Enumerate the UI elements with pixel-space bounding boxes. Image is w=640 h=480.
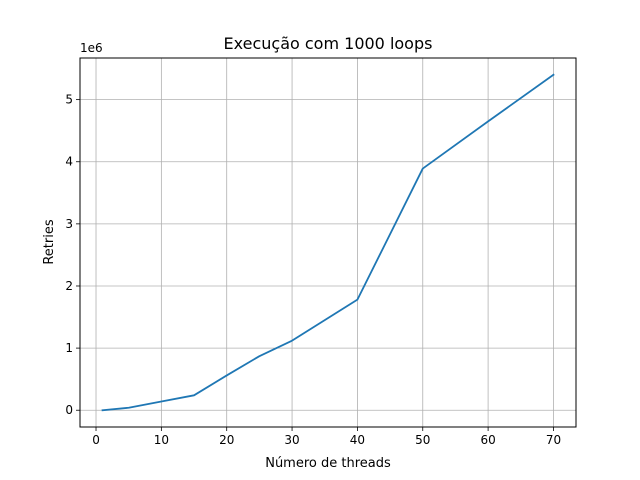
plot-frame — [79, 57, 577, 428]
x-tick-label: 40 — [350, 433, 365, 447]
x-tick-label: 60 — [480, 433, 495, 447]
y-tick-label: 1 — [65, 341, 73, 355]
chart-title: Execução com 1000 loops — [224, 34, 433, 53]
y-tick-label: 0 — [65, 403, 73, 417]
y-tick-label: 3 — [65, 217, 73, 231]
x-tick-label: 70 — [546, 433, 561, 447]
ticks: 0 10 20 30 40 50 60 70 0 1 2 3 4 5 — [65, 93, 561, 447]
x-tick-label: 20 — [219, 433, 234, 447]
x-axis-label: Número de threads — [265, 456, 391, 471]
series-layer — [101, 73, 555, 412]
y-axis-label: Retries — [42, 219, 57, 264]
x-tick-label: 0 — [92, 433, 100, 447]
series-line — [101, 73, 555, 412]
y-tick-label: 5 — [65, 93, 73, 107]
x-tick-label: 30 — [284, 433, 299, 447]
x-tick-label: 50 — [415, 433, 430, 447]
y-tick-label: 2 — [65, 279, 73, 293]
y-tick-label: 4 — [65, 155, 73, 169]
grid — [80, 58, 576, 427]
x-tick-label: 10 — [154, 433, 169, 447]
y-offset-label: 1e6 — [80, 41, 103, 55]
